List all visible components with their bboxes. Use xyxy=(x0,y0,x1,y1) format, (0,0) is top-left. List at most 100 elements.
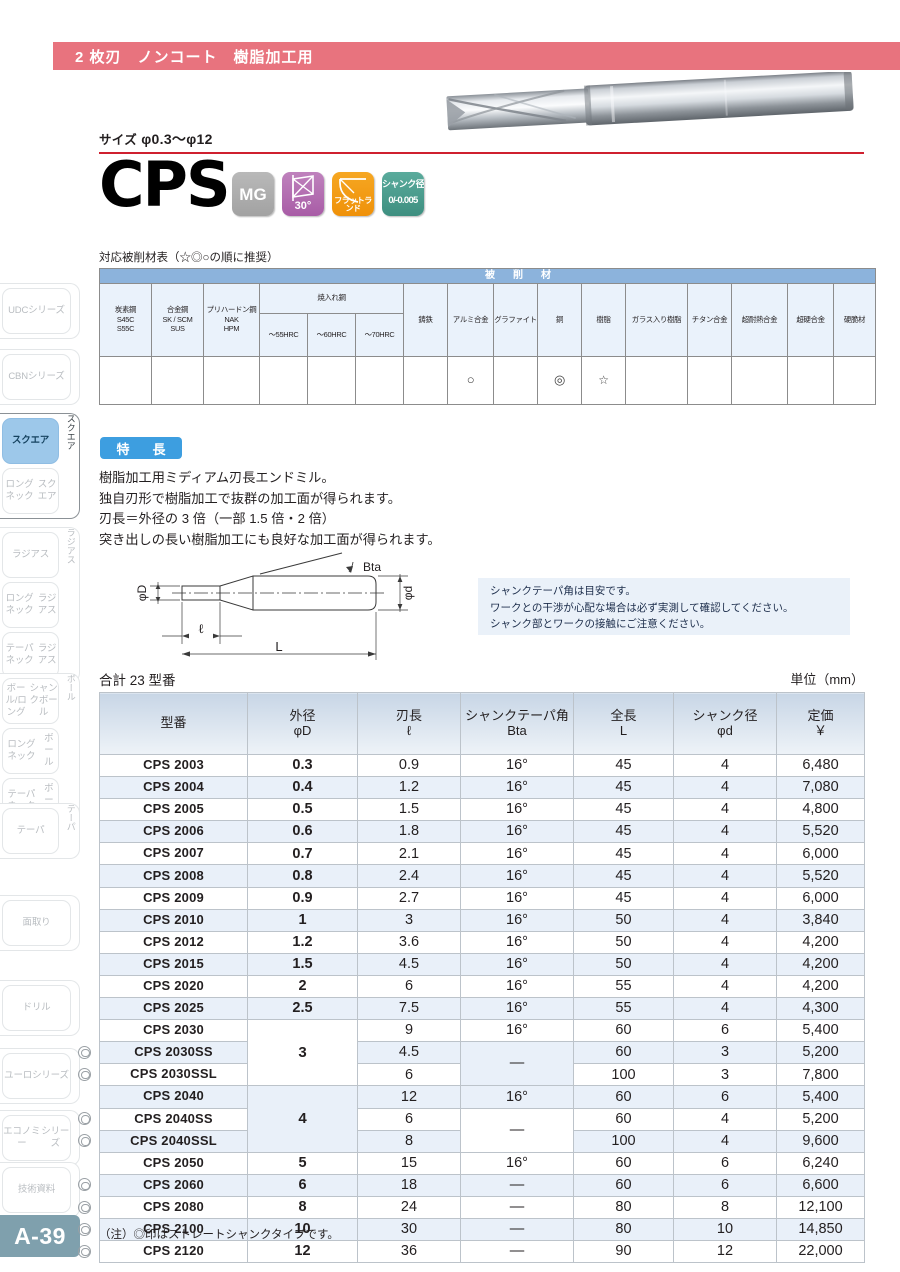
table-row[interactable]: CPS 2006 0.6 1.8 16° 45 4 5,520 xyxy=(99,820,865,844)
spec-cell-outer-diameter: 10 xyxy=(247,1217,358,1242)
table-row[interactable]: CPS 2007 0.7 2.1 16° 45 4 6,000 xyxy=(99,842,865,866)
sidebar-item-面取り[interactable]: 面取り xyxy=(2,900,71,946)
spec-cell-flute-length: 12 xyxy=(357,1085,461,1109)
sidebar-item-label: ボール/ロング xyxy=(5,683,27,718)
spec-cell-flute-length: 36 xyxy=(357,1240,461,1264)
table-row[interactable]: CPS 2009 0.9 2.7 16° 45 4 6,000 xyxy=(99,886,865,910)
spec-cell-outer-diameter: 1 xyxy=(247,908,358,932)
spec-cell-shank-diameter: 3 xyxy=(673,1063,777,1087)
spec-cell-overall-length: 45 xyxy=(573,820,674,844)
spec-cell-model: CPS 2009 xyxy=(99,886,248,910)
spec-cell-flute-length: 2.7 xyxy=(357,886,461,910)
diagram-label-phi-d-big: φD xyxy=(135,584,149,601)
table-row[interactable]: CPS 2050 5 15 16° 60 6 6,240 xyxy=(99,1151,865,1175)
material-rating-cell-4 xyxy=(307,355,356,405)
sidebar-item-ボール-ロング-シャンクボール[interactable]: ボール/ロング シャンクボール xyxy=(2,678,59,724)
sidebar-group-7[interactable]: ドリル xyxy=(0,980,80,1036)
material-col-4: ～60HRC xyxy=(307,312,356,357)
table-row[interactable]: CPS 2030SSL 6 100 3 7,800 xyxy=(99,1063,865,1087)
sidebar-item-テーパ[interactable]: テーパ xyxy=(2,808,59,854)
sidebar-item-label: エコノミー xyxy=(3,1126,41,1149)
table-row[interactable]: CPS 2012 1.2 3.6 16° 50 4 4,200 xyxy=(99,930,865,954)
sidebar-group-0[interactable]: UDC シリーズ xyxy=(0,283,80,339)
sidebar-item-ラジアス[interactable]: ラジアス xyxy=(2,532,59,578)
spec-cell-overall-length: 50 xyxy=(573,930,674,954)
spec-col-symbol: φd xyxy=(717,722,733,738)
spec-cell-overall-length: 45 xyxy=(573,842,674,866)
table-row[interactable]: CPS 2030 3 9 16° 60 6 5,400 xyxy=(99,1019,865,1087)
sidebar-item-CBN-シリーズ[interactable]: CBN シリーズ xyxy=(2,354,71,400)
material-rating-cell-6 xyxy=(403,355,448,405)
spec-cell-overall-length: 60 xyxy=(573,1041,674,1065)
table-row[interactable]: CPS 2005 0.5 1.5 16° 45 4 4,800 xyxy=(99,798,865,822)
sidebar-item-UDC-シリーズ[interactable]: UDC シリーズ xyxy=(2,288,71,334)
spec-col-label: シャンク径 xyxy=(692,707,758,723)
spec-cell-model: CPS 2080 xyxy=(99,1195,248,1219)
table-row[interactable]: CPS 2060 6 18—60 6 6,600 xyxy=(99,1173,865,1197)
table-row[interactable]: CPS 2025 2.5 7.5 16° 55 4 4,300 xyxy=(99,997,865,1021)
table-row[interactable]: CPS 2040SS 6—60 4 5,200 xyxy=(99,1107,865,1153)
sidebar-group-6[interactable]: 面取り xyxy=(0,895,80,951)
spec-cell-shank-taper-angle: 16° xyxy=(460,820,574,844)
table-row[interactable]: CPS 2030SS 4.5—60 3 5,200 xyxy=(99,1041,865,1087)
table-row[interactable]: CPS 2040SSL 8 100 4 9,600 xyxy=(99,1129,865,1153)
spec-col-label: シャンクテーパ角 xyxy=(465,707,569,723)
sidebar-group-1[interactable]: CBN シリーズ xyxy=(0,349,80,405)
spec-col-label: 外径 xyxy=(289,707,316,723)
sidebar-item-エコノミー-シリーズ[interactable]: エコノミー シリーズ xyxy=(2,1115,71,1161)
helix-angle-label: 30° xyxy=(294,200,312,212)
spec-cell-price: 14,850 xyxy=(776,1217,865,1242)
sidebar-group-9[interactable]: エコノミー シリーズ xyxy=(0,1110,80,1166)
sidebar-group-2[interactable]: スクエア ロングネック スクエア スクエア xyxy=(0,413,80,519)
spec-cell-outer-diameter: 0.9 xyxy=(247,886,358,910)
spec-cell-model: CPS 2005 xyxy=(99,798,248,822)
sidebar-group-8[interactable]: ユーロ シリーズ xyxy=(0,1048,80,1104)
table-row[interactable]: CPS 2020 2 6 16° 55 4 4,200 xyxy=(99,974,865,999)
table-row[interactable]: CPS 2004 0.4 1.2 16° 45 4 7,080 xyxy=(99,776,865,800)
size-label: サイズ xyxy=(99,133,138,147)
spec-cell-model: CPS 2050 xyxy=(99,1151,248,1175)
material-col-label: 超耐熱合金 xyxy=(741,314,778,324)
spec-cell-shank-diameter: 4 xyxy=(673,1107,777,1131)
spec-cell-model: CPS 2060 xyxy=(99,1173,248,1197)
sidebar-group-3[interactable]: ラジアス ロングネック ラジアス テーパネック ラジアス ラジアス xyxy=(0,527,80,683)
sidebar-item-ロングネック-スクエア[interactable]: ロングネック スクエア xyxy=(2,468,59,514)
sidebar-group-4[interactable]: ボール/ロングシャンクボールロングネックボールテーパネックボールボール xyxy=(0,673,80,829)
feature-line-2: 刃長＝外径の 3 倍（一部 1.5 倍・2 倍） xyxy=(99,511,335,526)
spec-cell-outer-diameter: 0.7 xyxy=(247,842,358,866)
spec-table-footnote: （注）◎印はストレートシャンクタイプです。 xyxy=(99,1229,339,1241)
sidebar-item-ユーロ-シリーズ[interactable]: ユーロ シリーズ xyxy=(2,1053,71,1099)
table-row[interactable]: CPS 2100 10 30—80 10 14,850 xyxy=(99,1217,865,1242)
spec-cell-shank-taper-angle: 16° xyxy=(460,864,574,888)
spec-cell-flute-length: 1.5 xyxy=(357,798,461,822)
material-col-1: 合金鋼 SK / SCM SUS xyxy=(151,282,204,357)
sidebar-item-テーパネック-ラジアス[interactable]: テーパネック ラジアス xyxy=(2,632,59,678)
feature-line-3: 突き出しの長い樹脂加工にも良好な加工面が得られます。 xyxy=(99,531,441,547)
sidebar-item-ロングネック-ボール[interactable]: ロングネック ボール xyxy=(2,728,59,774)
spec-cell-outer-diameter: 0.5 xyxy=(247,798,358,822)
spec-cell-shank-diameter: 6 xyxy=(673,1085,777,1109)
material-col-label: HPM xyxy=(223,324,240,334)
spec-cell-price: 5,200 xyxy=(776,1107,865,1131)
table-row[interactable]: CPS 2040 4 12 16° 60 6 5,400 xyxy=(99,1085,865,1153)
sidebar-item-label: シリーズ xyxy=(41,1126,70,1149)
spec-cell-flute-length: 4.5 xyxy=(357,1041,461,1065)
material-rating-cell-3 xyxy=(259,355,308,405)
sidebar-item-技術資料[interactable]: 技術資料 xyxy=(2,1167,71,1213)
spec-cell-price: 6,000 xyxy=(776,842,865,866)
table-row[interactable]: CPS 2120 12 36—90 12 22,000 xyxy=(99,1240,865,1264)
sidebar-item-スクエア[interactable]: スクエア xyxy=(2,418,59,464)
sidebar-item-ドリル[interactable]: ドリル xyxy=(2,985,71,1031)
sidebar-group-5[interactable]: テーパ テーパ xyxy=(0,803,80,859)
sidebar-group-10[interactable]: 技術資料 xyxy=(0,1162,80,1218)
table-row[interactable]: CPS 2008 0.8 2.4 16° 45 4 5,520 xyxy=(99,864,865,888)
table-row[interactable]: CPS 2015 1.5 4.5 16° 50 4 4,200 xyxy=(99,952,865,976)
sidebar-tab-rail[interactable]: UDC シリーズ CBN シリーズ スクエア ロングネック スクエア スクエア ラジアス ロングネ… xyxy=(0,0,95,1272)
spec-cell-overall-length: 55 xyxy=(573,974,674,999)
table-row[interactable]: CPS 2080 8 24—80 8 12,100 xyxy=(99,1195,865,1219)
table-row[interactable]: CPS 2003 0.3 0.9 16° 45 4 6,480 xyxy=(99,753,865,778)
sidebar-group-label: スクエア xyxy=(65,414,76,450)
sidebar-item-ロングネック-ラジアス[interactable]: ロングネック ラジアス xyxy=(2,582,59,628)
table-row[interactable]: CPS 2010 1 3 16° 50 4 3,840 xyxy=(99,908,865,932)
material-rating-cell-2 xyxy=(203,355,260,405)
